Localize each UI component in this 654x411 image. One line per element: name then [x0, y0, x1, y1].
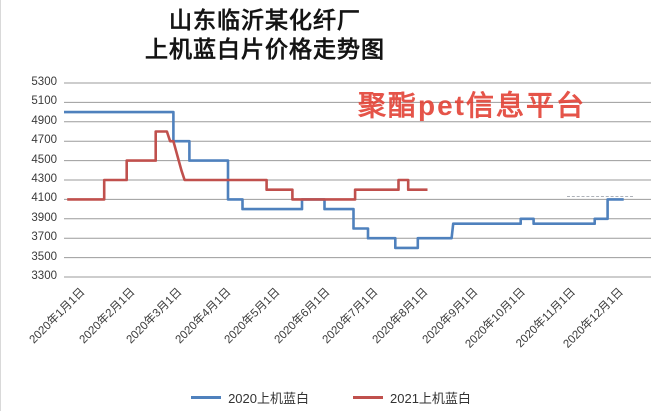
chart-legend: 2020上机蓝白 2021上机蓝白 — [1, 388, 654, 407]
legend-label: 2020上机蓝白 — [228, 391, 309, 406]
y-tick-label: 4500 — [31, 153, 57, 166]
y-tick-label: 4300 — [31, 173, 57, 185]
y-tick-label: 4100 — [31, 192, 57, 205]
chart-title: 山东临沂某化纤厂 上机蓝白片价格走势图 — [1, 6, 529, 64]
chart-title-line1: 山东临沂某化纤厂 — [169, 8, 361, 33]
series-lines — [64, 110, 624, 250]
watermark-text: 聚酯pet信息平台 — [358, 90, 587, 121]
legend-item: 2021上机蓝白 — [353, 388, 471, 407]
legend-label: 2021上机蓝白 — [390, 391, 471, 406]
series-line-2021上机蓝白 — [67, 130, 428, 201]
legend-item: 2020上机蓝白 — [191, 388, 309, 407]
legend-line-swatch — [353, 396, 383, 399]
y-tick-label: 4900 — [31, 114, 57, 127]
y-tick-label: 3300 — [31, 270, 57, 282]
y-tick-label: 3700 — [31, 231, 57, 244]
y-tick-label: 3900 — [31, 211, 57, 224]
y-tick-label: 5300 — [31, 76, 57, 88]
legend-line-swatch — [191, 396, 222, 399]
y-tick-label: 5100 — [31, 95, 57, 108]
y-tick-label: 4700 — [31, 134, 57, 147]
chart-title-line2: 上机蓝白片价格走势图 — [145, 37, 385, 62]
y-tick-label: 3500 — [31, 250, 57, 263]
gridlines — [64, 82, 651, 278]
series-line-2020上机蓝白 — [64, 110, 624, 250]
faint-artifact-marks — [567, 196, 633, 197]
